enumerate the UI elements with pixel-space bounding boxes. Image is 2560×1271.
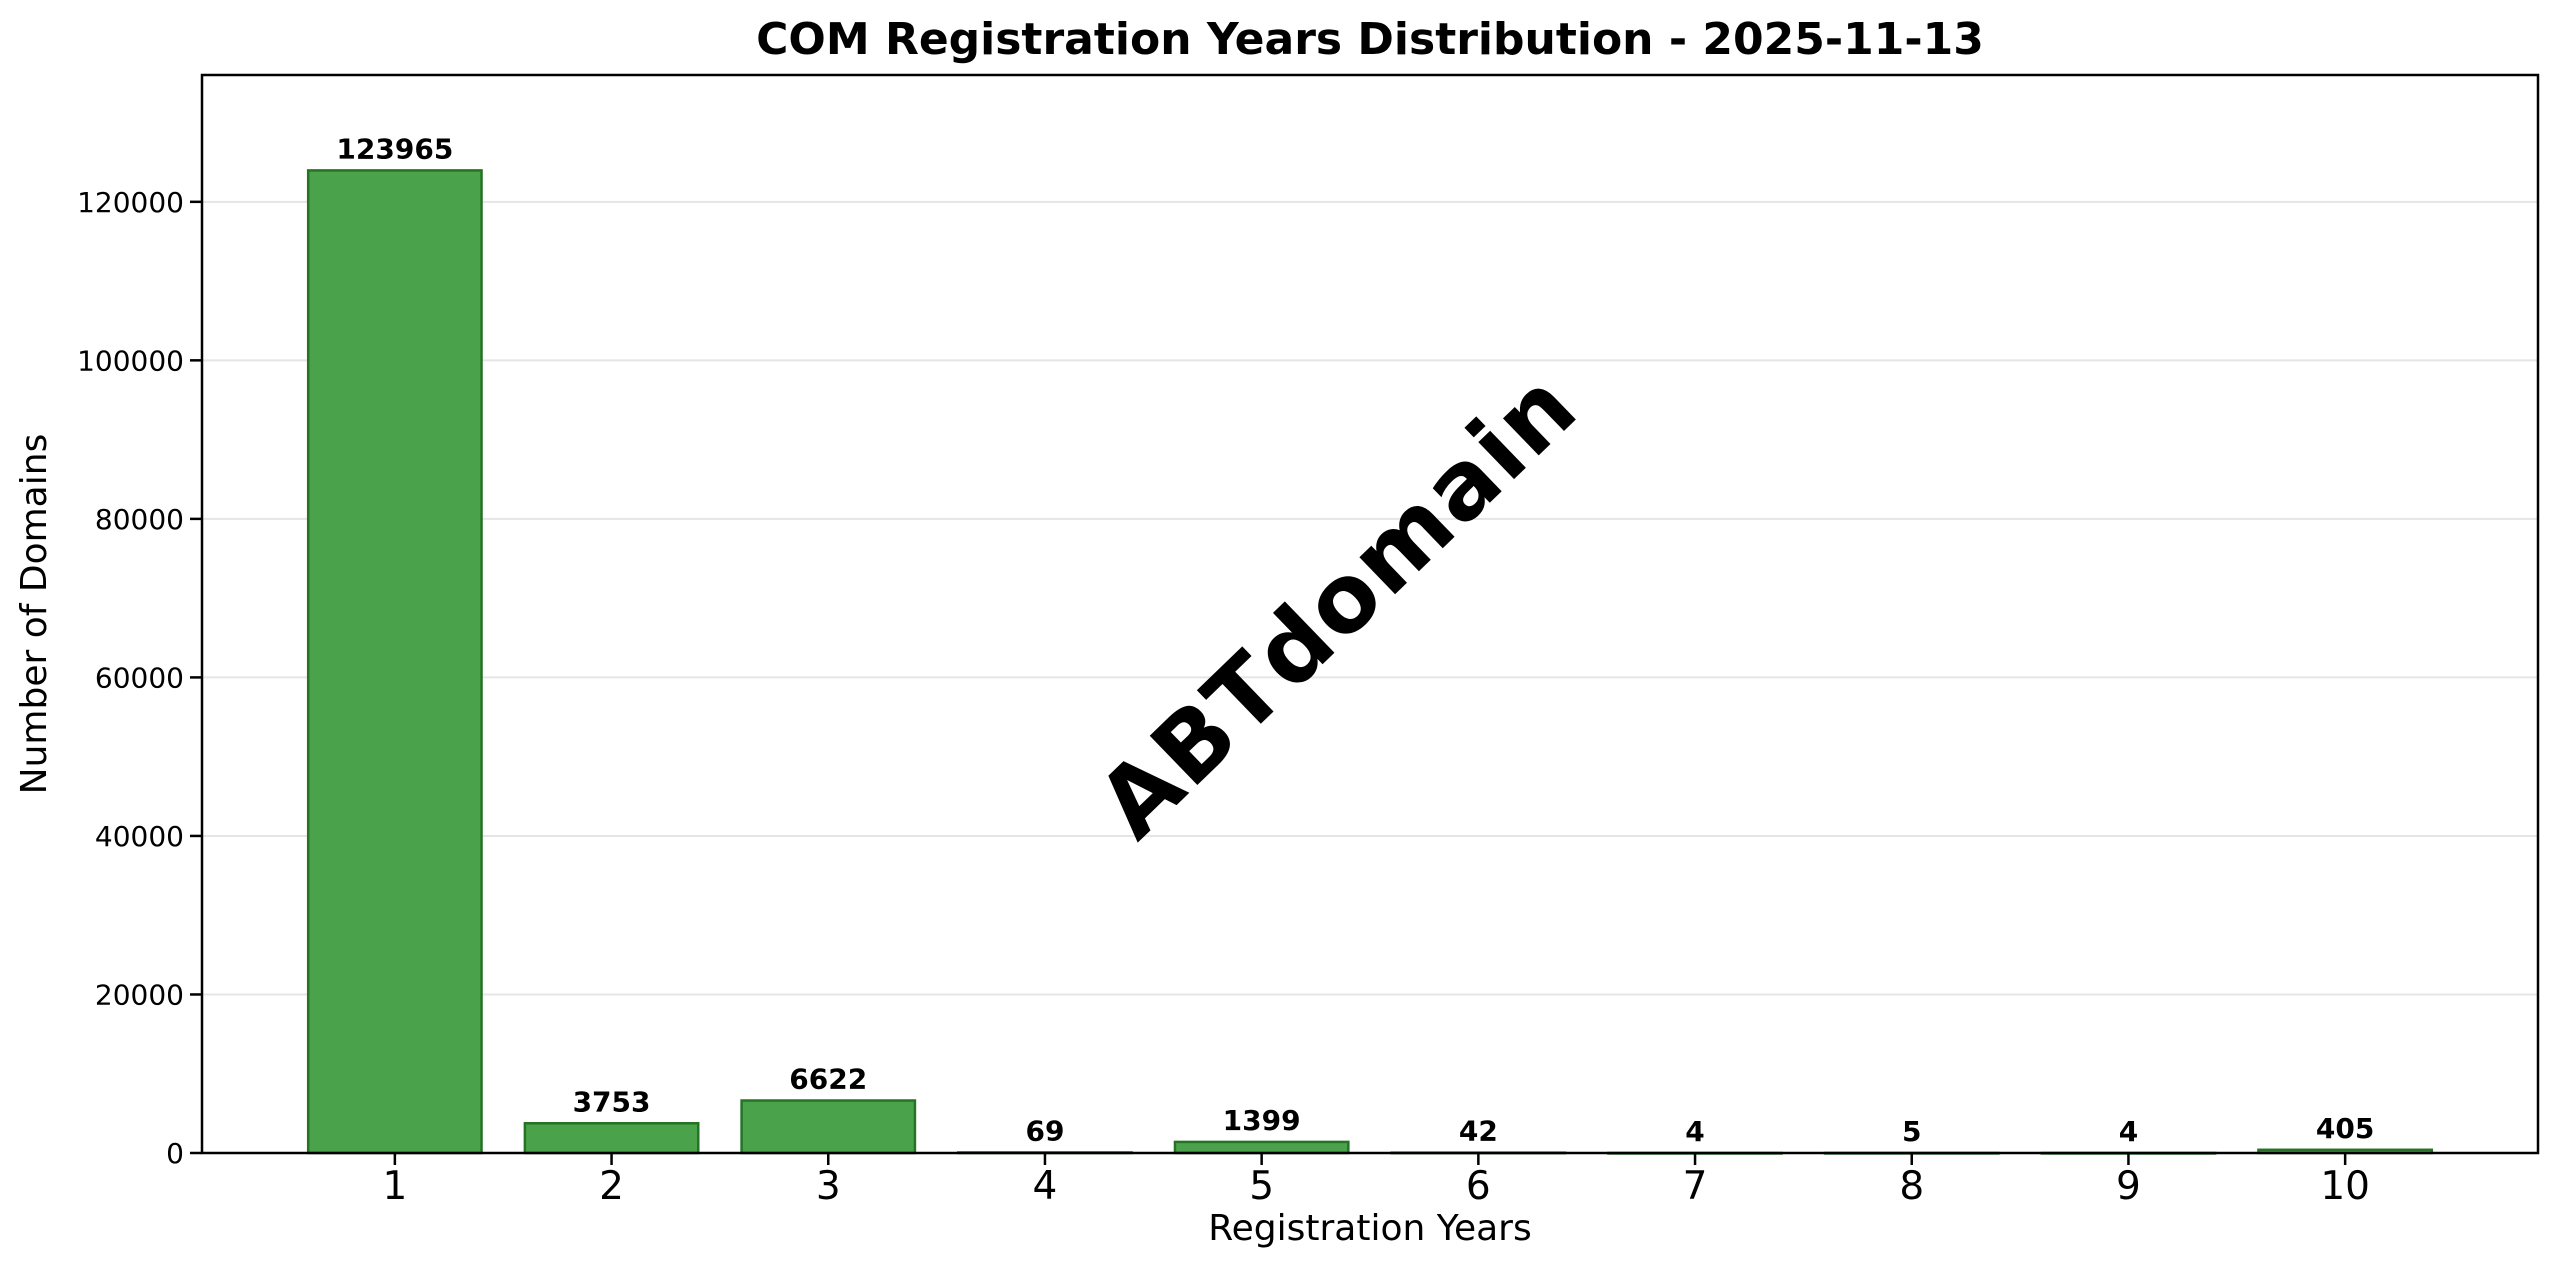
x-tick-label: 2 xyxy=(599,1164,624,1209)
x-tick-label: 5 xyxy=(1249,1164,1274,1209)
y-tick-label: 0 xyxy=(166,1137,184,1170)
y-tick-label: 60000 xyxy=(95,661,184,694)
y-tick-label: 80000 xyxy=(95,503,184,536)
bar-value-label: 1399 xyxy=(1223,1104,1301,1137)
bar-value-label: 6622 xyxy=(789,1063,867,1096)
axes-spines xyxy=(200,73,2540,1155)
y-tick-label: 120000 xyxy=(77,186,184,219)
chart-title: COM Registration Years Distribution - 20… xyxy=(756,14,1984,65)
bar-value-label: 42 xyxy=(1459,1115,1498,1148)
bar-value-label: 4 xyxy=(2119,1115,2138,1148)
bar xyxy=(523,1122,700,1155)
bar xyxy=(306,169,483,1155)
y-tick-label: 20000 xyxy=(95,978,184,1011)
x-axis-label: Registration Years xyxy=(1208,1208,1532,1249)
x-tick-label: 7 xyxy=(1683,1164,1708,1209)
x-tick-label: 8 xyxy=(1899,1164,1924,1209)
bar-value-label: 69 xyxy=(1025,1114,1064,1147)
x-tick-label: 6 xyxy=(1466,1164,1491,1209)
y-tick-label: 100000 xyxy=(77,344,184,377)
x-tick-label: 4 xyxy=(1033,1164,1058,1209)
x-tick-label: 1 xyxy=(382,1164,407,1209)
watermark-text: ABTdomain xyxy=(1078,351,1599,859)
bar-value-label: 4 xyxy=(1685,1115,1704,1148)
bar-value-label: 405 xyxy=(2316,1112,2374,1145)
bar xyxy=(1173,1140,1350,1155)
x-tick-label: 10 xyxy=(2320,1164,2370,1209)
y-tick-label: 40000 xyxy=(95,820,184,853)
bar-value-label: 123965 xyxy=(336,132,453,165)
x-tick-label: 3 xyxy=(816,1164,841,1209)
bar xyxy=(740,1099,917,1155)
bar-value-label: 5 xyxy=(1902,1115,1921,1148)
bar-value-label: 3753 xyxy=(573,1085,651,1118)
x-tick-label: 9 xyxy=(2116,1164,2141,1209)
